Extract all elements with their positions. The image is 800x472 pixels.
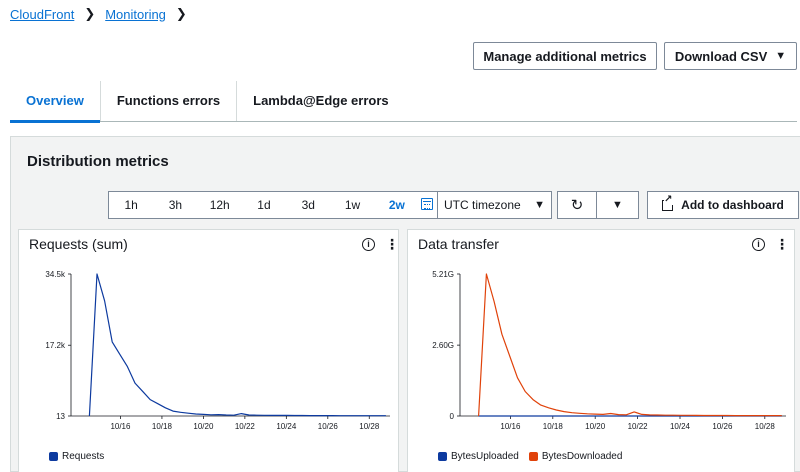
x-tick-label: 10/16: [110, 422, 131, 430]
manage-additional-metrics-button[interactable]: Manage additional metrics: [473, 42, 657, 70]
download-csv-label: Download CSV: [674, 48, 768, 64]
breadcrumb-monitoring-link[interactable]: Monitoring: [105, 6, 166, 22]
breadcrumb: CloudFront ❯ Monitoring ❯: [10, 6, 187, 22]
requests-legend: Requests: [49, 451, 104, 462]
data-transfer-widget-title: Data transfer: [418, 236, 499, 252]
download-csv-button[interactable]: Download CSV ▼: [664, 42, 797, 70]
chevron-right-icon: ❯: [84, 6, 96, 21]
time-range-selector: 1h 3h 12h 1d 3d 1w 2w: [108, 191, 438, 219]
y-tick-label: 34.5k: [45, 270, 66, 279]
y-tick-label: 17.2k: [45, 341, 66, 350]
range-3h[interactable]: 3h: [168, 198, 183, 212]
add-to-dashboard-label: Add to dashboard: [681, 198, 784, 212]
series-line-bytesdownloaded: [478, 273, 782, 417]
legend-swatch: [49, 452, 58, 461]
timezone-select[interactable]: UTC timezone ▼: [437, 191, 552, 219]
info-icon[interactable]: i: [752, 238, 765, 251]
tab-divider: [236, 80, 238, 121]
info-icon[interactable]: i: [362, 238, 375, 251]
y-tick-label: 2.60G: [432, 341, 454, 350]
legend-label: BytesDownloaded: [541, 451, 623, 462]
manage-metrics-label: Manage additional metrics: [483, 48, 647, 64]
x-tick-label: 10/16: [500, 422, 521, 430]
calendar-icon[interactable]: [421, 198, 433, 210]
requests-chart: 34.5k 17.2k 13 10/16 10/18 10/20 10/22 10/24 10/…: [45, 270, 390, 430]
caret-down-icon: ▼: [775, 50, 787, 62]
container-title: Distribution metrics: [27, 153, 169, 170]
refresh-options-dropdown[interactable]: ▼: [597, 191, 639, 219]
x-tick-label: 10/18: [152, 422, 173, 430]
data-transfer-widget: Data transfer i ⋮ 5.21G 2.60G 0 10/16 10/18 1…: [407, 229, 795, 472]
x-tick-label: 10/24: [276, 422, 297, 430]
range-1h[interactable]: 1h: [124, 198, 138, 212]
x-tick-label: 10/22: [235, 422, 256, 430]
range-12h[interactable]: 12h: [209, 198, 230, 212]
tab-lambda-edge-errors[interactable]: Lambda@Edge errors: [253, 93, 389, 108]
x-tick-label: 10/20: [193, 422, 214, 430]
timezone-value: UTC timezone: [444, 198, 521, 212]
requests-widget: Requests (sum) i ⋮ 34.5k 17.2k 13 10/16 10/1…: [18, 229, 399, 472]
tab-overview[interactable]: Overview: [10, 81, 100, 123]
distribution-metrics-container: Distribution metrics 1h 3h 12h 1d 3d 1w …: [10, 136, 800, 472]
data-transfer-legend: BytesUploaded BytesDownloaded: [438, 451, 622, 462]
tab-divider: [99, 80, 101, 121]
series-line-requests: [88, 273, 386, 417]
legend-label: Requests: [62, 451, 105, 462]
range-2w[interactable]: 2w: [388, 198, 405, 212]
caret-down-icon: ▼: [534, 199, 545, 211]
legend-item: BytesDownloaded: [528, 451, 623, 462]
y-tick-label: 5.21G: [432, 270, 454, 279]
x-tick-label: 10/24: [670, 422, 691, 430]
range-3d[interactable]: 3d: [301, 198, 315, 212]
external-link-icon: [662, 194, 674, 211]
legend-swatch: [528, 452, 538, 461]
y-tick-label: 13: [56, 412, 65, 421]
legend-swatch: [438, 452, 447, 461]
kebab-menu-icon[interactable]: ⋮: [775, 236, 789, 252]
breadcrumb-cloudfront-link[interactable]: CloudFront: [10, 6, 75, 22]
x-tick-label: 10/20: [585, 422, 606, 430]
x-tick-label: 10/22: [628, 422, 649, 430]
x-tick-label: 10/28: [359, 422, 380, 430]
range-1w[interactable]: 1w: [344, 198, 361, 212]
legend-item: Requests: [49, 451, 104, 462]
kebab-menu-icon[interactable]: ⋮: [385, 236, 399, 252]
add-to-dashboard-button[interactable]: Add to dashboard: [647, 191, 799, 219]
x-tick-label: 10/26: [712, 422, 733, 430]
legend-label: BytesUploaded: [451, 451, 519, 462]
data-transfer-chart: 5.21G 2.60G 0 10/16 10/18 10/20 10/22 10/24 10/2…: [432, 270, 786, 430]
tabs: Overview Functions errors Lambda@Edge er…: [10, 80, 797, 123]
y-tick-label: 0: [450, 412, 455, 421]
chevron-right-icon: ❯: [175, 6, 187, 21]
legend-item: BytesUploaded: [438, 451, 519, 462]
refresh-button[interactable]: ↻: [557, 191, 597, 219]
x-tick-label: 10/26: [318, 422, 339, 430]
range-1d[interactable]: 1d: [257, 198, 271, 212]
x-tick-label: 10/18: [543, 422, 564, 430]
tab-functions-errors[interactable]: Functions errors: [116, 93, 221, 108]
x-tick-label: 10/28: [755, 422, 776, 430]
caret-down-icon: ▼: [612, 199, 623, 211]
requests-widget-title: Requests (sum): [29, 236, 128, 252]
refresh-icon: ↻: [570, 197, 584, 214]
